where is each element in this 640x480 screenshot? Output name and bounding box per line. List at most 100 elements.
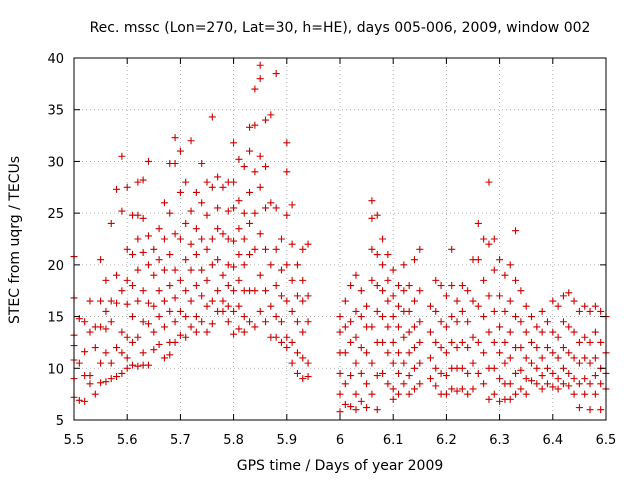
data-point — [357, 397, 365, 405]
data-point — [182, 287, 190, 295]
data-point — [155, 225, 163, 233]
data-point — [293, 292, 301, 300]
data-point — [182, 178, 190, 186]
data-point — [235, 197, 243, 205]
data-point — [480, 313, 488, 321]
data-point — [586, 406, 594, 414]
data-point — [474, 256, 482, 264]
data-point — [410, 323, 418, 331]
data-point — [288, 276, 296, 284]
data-point — [139, 214, 147, 222]
data-point — [176, 276, 184, 284]
data-point — [171, 318, 179, 326]
data-point — [496, 256, 504, 264]
data-point — [187, 240, 195, 248]
data-point — [517, 385, 525, 393]
data-point — [235, 302, 243, 310]
data-point — [379, 313, 387, 321]
data-point — [155, 313, 163, 321]
data-point — [113, 373, 121, 381]
data-point — [389, 338, 397, 346]
data-point — [570, 390, 578, 398]
data-point — [97, 379, 105, 387]
data-point — [453, 344, 461, 352]
data-point — [283, 297, 291, 305]
data-point — [214, 225, 222, 233]
data-point — [341, 297, 349, 305]
data-point — [522, 302, 530, 310]
data-point — [432, 338, 440, 346]
data-point — [395, 369, 403, 377]
data-point — [570, 328, 578, 336]
y-tick-label: 30 — [47, 155, 64, 170]
data-point — [283, 261, 291, 269]
data-point — [166, 307, 174, 315]
data-point — [496, 292, 504, 300]
data-point — [528, 313, 536, 321]
data-point — [129, 361, 137, 369]
data-point — [139, 287, 147, 295]
data-point — [485, 178, 493, 186]
data-point — [171, 294, 179, 302]
data-point — [288, 201, 296, 209]
data-point — [192, 188, 200, 196]
data-point — [123, 276, 131, 284]
data-point — [400, 380, 408, 388]
data-point — [256, 75, 264, 83]
data-point — [283, 211, 291, 219]
data-point — [453, 297, 461, 305]
data-point — [533, 380, 541, 388]
data-point — [464, 344, 472, 352]
data-point — [373, 282, 381, 290]
data-point — [405, 328, 413, 336]
data-point — [591, 390, 599, 398]
data-point — [336, 390, 344, 398]
data-point — [426, 354, 434, 362]
data-point — [474, 338, 482, 346]
data-point — [559, 292, 567, 300]
data-point — [379, 261, 387, 269]
data-point — [277, 235, 285, 243]
data-point — [437, 369, 445, 377]
data-point — [512, 369, 520, 377]
data-point — [395, 323, 403, 331]
data-point — [575, 307, 583, 315]
data-point — [464, 287, 472, 295]
data-point — [160, 323, 168, 331]
data-point — [341, 400, 349, 408]
data-point — [214, 204, 222, 212]
data-point — [368, 359, 376, 367]
data-point — [144, 320, 152, 328]
data-point — [134, 178, 142, 186]
data-point — [304, 292, 312, 300]
data-point — [123, 364, 131, 372]
data-point — [139, 248, 147, 256]
data-point — [75, 359, 83, 367]
data-point — [506, 354, 514, 362]
data-point — [581, 354, 589, 362]
data-point — [554, 385, 562, 393]
data-point — [166, 251, 174, 259]
data-point — [166, 282, 174, 290]
data-point — [144, 261, 152, 269]
data-point — [501, 359, 509, 367]
data-point — [230, 263, 238, 271]
data-point — [118, 152, 126, 160]
data-point — [352, 271, 360, 279]
data-point — [97, 297, 105, 305]
data-point — [203, 276, 211, 284]
data-point — [357, 313, 365, 321]
data-point — [144, 157, 152, 165]
data-point — [352, 390, 360, 398]
data-point — [293, 261, 301, 269]
data-point — [288, 307, 296, 315]
data-point — [283, 333, 291, 341]
data-point — [469, 359, 477, 367]
data-point — [458, 338, 466, 346]
data-point — [107, 375, 115, 383]
data-point — [230, 287, 238, 295]
data-point — [347, 338, 355, 346]
data-point — [522, 354, 530, 362]
data-point — [240, 209, 248, 217]
data-point — [581, 375, 589, 383]
